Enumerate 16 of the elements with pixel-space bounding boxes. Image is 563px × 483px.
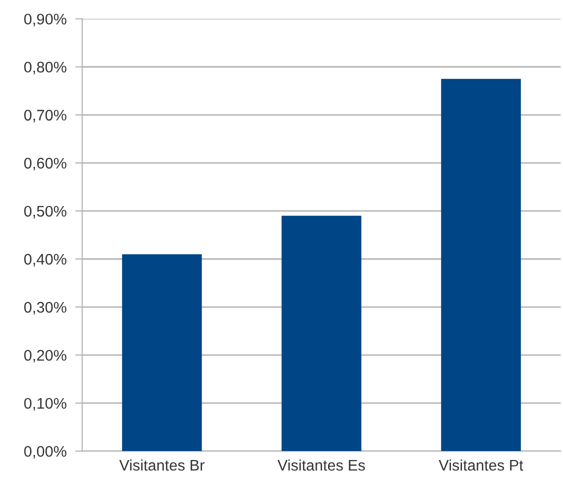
y-tick-label: 0,60%: [24, 158, 66, 170]
y-tick-label: 0,20%: [24, 350, 66, 363]
y-tick-label: 0,80%: [24, 62, 66, 74]
bar: [282, 216, 362, 452]
y-tick-label: 0,30%: [24, 302, 66, 315]
y-tick-label: 0,00%: [24, 446, 66, 459]
y-tick-label: 0,40%: [24, 254, 66, 266]
bar: [441, 78, 521, 452]
x-tick-label: Visitantes Br: [119, 459, 204, 471]
y-tick-label: 0,50%: [24, 206, 66, 218]
bar: [122, 254, 202, 452]
y-tick-label: 0,90%: [24, 14, 66, 26]
x-tick-label: Visitantes Pt: [438, 459, 524, 471]
y-tick-label: 0,70%: [24, 110, 66, 122]
x-tick-label: Visitantes Es: [278, 459, 365, 471]
y-tick-label: 0,10%: [24, 398, 66, 411]
